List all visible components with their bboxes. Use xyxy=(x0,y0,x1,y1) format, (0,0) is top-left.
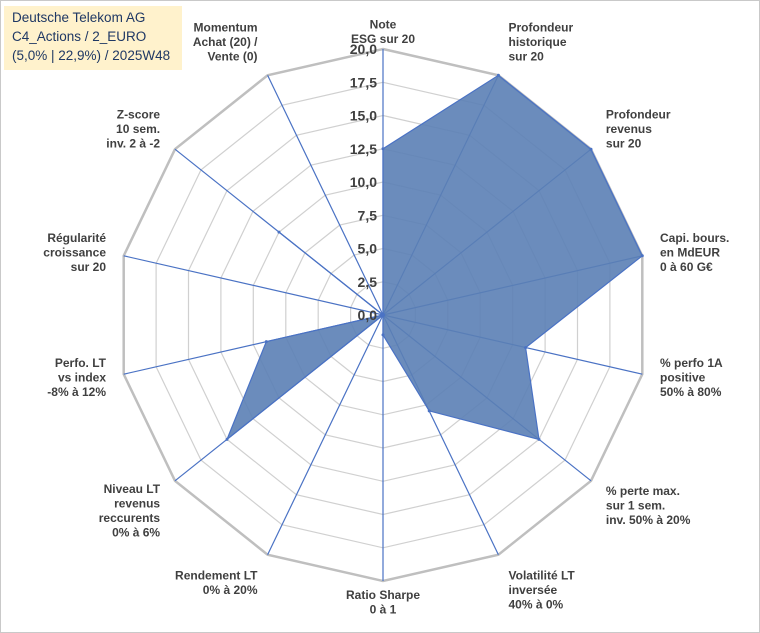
data-point xyxy=(381,333,385,337)
data-point xyxy=(524,346,528,350)
axis-label: % perte max. sur 1 sem. inv. 50% à 20% xyxy=(606,484,691,527)
axis-spoke xyxy=(267,314,384,555)
axis-label-line: Z-score xyxy=(117,108,161,122)
title-box: Deutsche Telekom AG C4_Actions / 2_EURO … xyxy=(4,6,182,70)
axis-label-line: 0% à 6% xyxy=(112,526,160,540)
axis-label-line: % perfo 1A xyxy=(660,356,723,370)
axis-label-line: Profondeur xyxy=(509,21,574,35)
tick-label: 5,0 xyxy=(358,241,378,257)
axis-label: Momentum Achat (20) / Vente (0) xyxy=(193,21,258,64)
tick-label: 17,5 xyxy=(350,74,377,90)
axis-label-line: sur 1 sem. xyxy=(606,499,665,513)
axis-label-line: Capi. bours. xyxy=(660,231,729,245)
axis-label: Régularité croissance sur 20 xyxy=(43,231,106,274)
axis-spoke xyxy=(123,255,384,316)
axis-label-line: positive xyxy=(660,370,706,384)
data-point xyxy=(277,230,281,234)
axis-label-line: Volatilité LT xyxy=(509,568,576,582)
axis-label-line: historique xyxy=(509,35,567,49)
axis-label: Note ESG sur 20 xyxy=(351,18,415,47)
axis-label-line: revenus xyxy=(606,122,652,136)
data-point xyxy=(496,73,500,77)
data-point xyxy=(427,409,431,413)
axis-label: Perfo. LT vs index -8% à 12% xyxy=(47,356,106,399)
axis-label: Profondeur historique sur 20 xyxy=(509,21,574,64)
axis-label-line: 10 sem. xyxy=(116,122,160,136)
axis-label-line: 0 à 60 G€ xyxy=(660,260,713,274)
axis-label-line: reccurents xyxy=(99,511,161,525)
axis-label-line: croissance xyxy=(43,246,106,260)
axis-label-line: Note xyxy=(370,18,397,32)
axis-label-line: % perte max. xyxy=(606,484,680,498)
title-company: Deutsche Telekom AG xyxy=(12,10,146,25)
data-point xyxy=(225,437,229,441)
axis-label-line: inversée xyxy=(509,583,558,597)
axis-label: Profondeur revenus sur 20 xyxy=(606,108,671,151)
axis-label: Capi. bours. en MdEUR 0 à 60 G€ xyxy=(660,231,729,274)
axis-label-line: Momentum xyxy=(194,21,258,35)
tick-label: 12,5 xyxy=(350,141,377,157)
data-point xyxy=(264,340,268,344)
tick-label: 10,0 xyxy=(350,174,377,190)
axis-label-line: Vente (0) xyxy=(207,50,257,64)
axis-label-line: Achat (20) / xyxy=(193,35,258,49)
axis-label-line: ESG sur 20 xyxy=(351,32,415,46)
axis-label-line: sur 20 xyxy=(509,50,545,64)
data-series-area xyxy=(225,74,644,442)
data-point xyxy=(381,147,385,151)
tick-label: 15,0 xyxy=(350,108,377,124)
data-point xyxy=(640,254,644,258)
axis-label-line: Rendement LT xyxy=(175,568,258,582)
axis-label: Rendement LT 0% à 20% xyxy=(175,568,258,597)
axis-label-line: 0% à 20% xyxy=(203,583,258,597)
title-stats: (5,0% | 22,9%) / 2025W48 xyxy=(12,48,171,63)
data-point xyxy=(589,147,593,151)
axis-label: % perfo 1A positive 50% à 80% xyxy=(660,356,723,399)
tick-label: 20,0 xyxy=(350,41,377,57)
axis-label: Niveau LT revenus reccurents 0% à 6% xyxy=(99,482,161,539)
axis-label-line: Niveau LT xyxy=(104,482,161,496)
axis-label-line: vs index xyxy=(58,370,106,384)
axis-label-line: -8% à 12% xyxy=(47,385,106,399)
axis-label-line: inv. 50% à 20% xyxy=(606,513,691,527)
axis-label-line: sur 20 xyxy=(606,137,642,151)
data-point xyxy=(537,437,541,441)
axis-label: Ratio Sharpe 0 à 1 xyxy=(346,588,420,617)
center-point xyxy=(381,313,385,317)
axis-label: Volatilité LT inversée 40% à 0% xyxy=(509,568,576,611)
axis-label: Z-score 10 sem. inv. 2 à -2 xyxy=(106,108,160,151)
tick-label: 7,5 xyxy=(358,207,378,223)
tick-label: 0,0 xyxy=(358,307,378,323)
axis-label-line: 40% à 0% xyxy=(509,597,564,611)
axis-label-line: revenus xyxy=(114,497,160,511)
axis-label-line: Régularité xyxy=(47,231,106,245)
axis-label-line: Profondeur xyxy=(606,108,671,122)
axis-label-line: Ratio Sharpe xyxy=(346,588,420,602)
axis-label-line: Perfo. LT xyxy=(55,356,107,370)
axis-spoke xyxy=(267,75,384,316)
title-category: C4_Actions / 2_EURO xyxy=(12,29,147,44)
tick-label: 2,5 xyxy=(358,274,378,290)
tick-layer: 0,0 2,5 5,0 7,5 10,0 12,5 15,0 17,5 20,0 xyxy=(350,41,377,323)
axis-label-line: inv. 2 à -2 xyxy=(106,137,160,151)
axis-label-line: en MdEUR xyxy=(660,246,720,260)
axis-label-line: 50% à 80% xyxy=(660,385,722,399)
data-layer xyxy=(225,73,644,442)
axis-label-line: sur 20 xyxy=(71,260,107,274)
axis-label-line: 0 à 1 xyxy=(370,603,397,617)
